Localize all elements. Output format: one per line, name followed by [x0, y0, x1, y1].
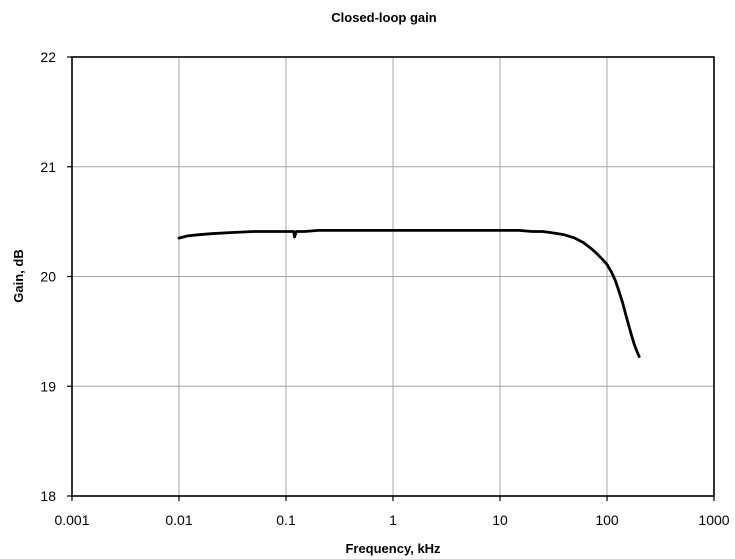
y-tick-label: 22 — [40, 49, 56, 65]
y-tick-label: 21 — [40, 159, 56, 175]
plot-frame — [71, 56, 715, 497]
y-tick-label: 18 — [40, 488, 56, 504]
x-tick-label: 0.001 — [54, 512, 89, 528]
x-tick-label: 10 — [492, 512, 508, 528]
y-gridlines — [67, 56, 714, 497]
chart-title: Closed-loop gain — [331, 10, 437, 25]
y-tick-label: 20 — [40, 269, 56, 285]
x-tick-label: 0.1 — [276, 512, 296, 528]
x-tick-labels: 0.001 0.01 0.1 1 10 100 1000 — [54, 512, 729, 528]
gain-series-line — [177, 229, 641, 359]
x-tick-label: 1000 — [698, 512, 729, 528]
y-axis-label: Gain, dB — [11, 249, 26, 302]
y-tick-labels: 18 19 20 21 22 — [40, 49, 56, 504]
x-axis-label: Frequency, kHz — [345, 541, 441, 556]
y-tick-label: 19 — [40, 378, 56, 394]
x-gridlines — [71, 57, 715, 501]
x-tick-label: 0.01 — [165, 512, 192, 528]
x-tick-label: 1 — [389, 512, 397, 528]
x-tick-label: 100 — [595, 512, 619, 528]
